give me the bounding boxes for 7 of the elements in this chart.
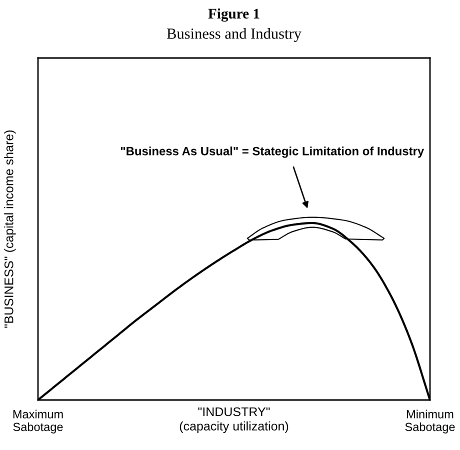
x-tick-label: Minimum Sabotage [405,410,455,434]
x-axis-title: "INDUSTRY" (capacity utilization) [180,407,288,434]
x-tick-label: Maximum Sabotage [13,410,63,434]
y-axis-title: "BUSINESS" (capital income share) [4,130,16,328]
text: "Business As Usual" = Stategic Limitation of Industry [120,146,424,158]
chart-title: Figure 1 [208,8,260,22]
chart-subtitle: Business and Industry [166,28,302,42]
